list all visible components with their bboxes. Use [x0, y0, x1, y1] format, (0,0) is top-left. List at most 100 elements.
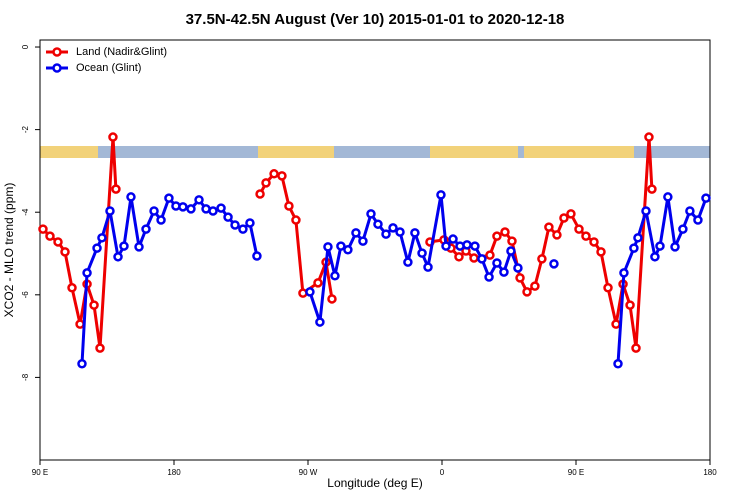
point: [75, 319, 85, 329]
y-tick-label: 0: [21, 44, 30, 49]
series-line: [80, 193, 708, 364]
point: [178, 202, 188, 212]
point: [358, 236, 368, 246]
point: [647, 184, 657, 194]
point: [492, 231, 502, 241]
point: [631, 343, 641, 353]
point: [492, 258, 502, 268]
y-tick-label: -6: [21, 291, 30, 299]
point: [613, 359, 623, 369]
x-tick-label: 90 W: [299, 468, 318, 477]
point: [245, 218, 255, 228]
point: [82, 268, 92, 278]
point: [552, 230, 562, 240]
point: [323, 242, 333, 252]
point: [67, 283, 77, 293]
point: [284, 201, 294, 211]
point: [574, 224, 584, 234]
point: [60, 247, 70, 257]
point: [330, 271, 340, 281]
point: [485, 250, 495, 260]
point: [701, 193, 711, 203]
point: [417, 248, 427, 258]
point: [499, 267, 509, 277]
point: [156, 215, 166, 225]
point: [544, 222, 554, 232]
point: [641, 206, 651, 216]
point: [105, 206, 115, 216]
point: [685, 206, 695, 216]
point: [603, 283, 613, 293]
point: [670, 242, 680, 252]
point: [410, 228, 420, 238]
point: [194, 195, 204, 205]
point: [663, 192, 673, 202]
point: [611, 319, 621, 329]
point: [97, 233, 107, 243]
point: [119, 241, 129, 251]
point: [477, 254, 487, 264]
point: [141, 224, 151, 234]
point: [448, 234, 458, 244]
point: [522, 287, 532, 297]
point: [403, 257, 413, 267]
point: [216, 203, 226, 213]
point: [678, 224, 688, 234]
point: [537, 254, 547, 264]
point: [633, 233, 643, 243]
x-tick-label: 90 E: [568, 468, 584, 477]
point: [113, 252, 123, 262]
point: [423, 262, 433, 272]
point: [108, 132, 118, 142]
point: [513, 263, 523, 273]
point: [515, 273, 525, 283]
point: [559, 213, 569, 223]
point: [149, 206, 159, 216]
point: [506, 246, 516, 256]
point: [269, 169, 279, 179]
map-band: [40, 146, 710, 158]
point: [650, 252, 660, 262]
point: [261, 178, 271, 188]
point: [351, 228, 361, 238]
point: [549, 259, 559, 269]
point: [343, 245, 353, 255]
y-tick-label: -2: [21, 126, 30, 134]
point: [238, 224, 248, 234]
legend-label: Ocean (Glint): [76, 62, 141, 74]
point: [373, 219, 383, 229]
point: [469, 253, 479, 263]
point: [454, 252, 464, 262]
point: [589, 237, 599, 247]
point: [89, 300, 99, 310]
chart-title: 37.5N-42.5N August (Ver 10) 2015-01-01 t…: [186, 11, 565, 28]
point: [223, 212, 233, 222]
x-axis-label: Longitude (deg E): [327, 476, 422, 490]
y-axis-label: XCO2 - MLO trend (ppm): [2, 183, 16, 318]
point: [252, 251, 262, 261]
point: [644, 132, 654, 142]
point: [95, 343, 105, 353]
point: [530, 281, 540, 291]
x-tick-label: 180: [167, 468, 181, 477]
point: [629, 243, 639, 253]
point: [566, 209, 576, 219]
point: [500, 227, 510, 237]
point: [255, 189, 265, 199]
point: [395, 227, 405, 237]
point: [45, 231, 55, 241]
point: [655, 241, 665, 251]
point: [625, 300, 635, 310]
point: [164, 193, 174, 203]
legend-label: Land (Nadir&Glint): [76, 46, 167, 58]
point: [470, 241, 480, 251]
point: [230, 220, 240, 230]
point: [366, 209, 376, 219]
point: [208, 206, 218, 216]
y-tick-label: -4: [21, 208, 30, 216]
point: [336, 241, 346, 251]
point: [619, 268, 629, 278]
x-tick-label: 0: [440, 468, 445, 477]
point: [126, 192, 136, 202]
